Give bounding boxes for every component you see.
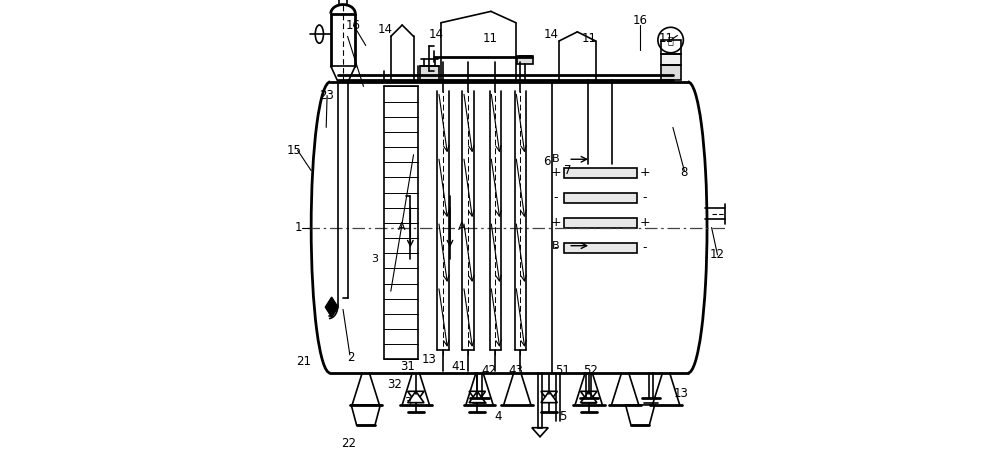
Text: A: A [458, 222, 465, 233]
Text: 31: 31 [401, 360, 416, 373]
Text: -: - [553, 192, 558, 204]
Polygon shape [626, 405, 655, 425]
Text: 16: 16 [633, 14, 648, 27]
Bar [564, 168, 637, 178]
Text: 5: 5 [559, 410, 566, 423]
Text: 52: 52 [583, 364, 598, 377]
Text: -: - [642, 242, 647, 254]
Bar [661, 54, 681, 65]
Text: +: + [639, 217, 650, 229]
Polygon shape [469, 391, 485, 403]
Text: 8: 8 [681, 167, 688, 179]
Text: 42: 42 [481, 364, 496, 377]
Polygon shape [541, 391, 557, 403]
Bar [564, 218, 637, 228]
Text: 11: 11 [659, 32, 674, 45]
Text: 51: 51 [555, 364, 570, 377]
Text: -: - [553, 242, 558, 254]
Bar [564, 193, 637, 203]
Text: +: + [550, 167, 561, 179]
Text: 14: 14 [378, 23, 393, 36]
Text: 6: 6 [543, 155, 550, 168]
Text: 2: 2 [347, 351, 355, 364]
Text: 32: 32 [387, 378, 402, 391]
Bar [517, 56, 533, 64]
Text: 11: 11 [581, 32, 596, 45]
Polygon shape [469, 391, 485, 403]
Text: 14: 14 [429, 28, 444, 40]
Text: 15: 15 [287, 144, 302, 157]
Text: 4: 4 [494, 410, 501, 423]
Ellipse shape [315, 25, 323, 43]
Text: -: - [642, 192, 647, 204]
Text: 12: 12 [710, 248, 725, 261]
Text: B: B [552, 154, 559, 164]
Text: 7: 7 [564, 164, 571, 177]
Text: 23: 23 [319, 89, 334, 102]
Text: 14: 14 [543, 28, 558, 40]
Bar [661, 65, 681, 80]
Polygon shape [325, 297, 338, 307]
Text: +: + [639, 167, 650, 179]
Text: 16: 16 [346, 19, 361, 31]
Text: +: + [550, 217, 561, 229]
Text: 11: 11 [482, 32, 497, 45]
Text: 3: 3 [404, 396, 412, 409]
Text: 41: 41 [452, 360, 467, 373]
Text: 1: 1 [295, 221, 303, 234]
Polygon shape [351, 405, 380, 425]
Bar [661, 40, 681, 54]
Polygon shape [581, 391, 597, 403]
Text: B: B [552, 241, 559, 251]
Text: 13: 13 [422, 353, 437, 366]
Text: ⓑ: ⓑ [668, 35, 674, 45]
Polygon shape [325, 307, 338, 317]
Text: 22: 22 [341, 437, 356, 450]
Bar [420, 66, 439, 80]
Bar [564, 243, 637, 253]
Polygon shape [581, 391, 597, 403]
Polygon shape [541, 391, 557, 403]
Text: 21: 21 [296, 355, 311, 368]
Text: 13: 13 [674, 387, 689, 400]
Text: A: A [397, 222, 405, 233]
Polygon shape [408, 391, 424, 403]
Text: 43: 43 [508, 364, 523, 377]
Text: 3: 3 [371, 254, 378, 264]
Polygon shape [408, 391, 424, 403]
Polygon shape [532, 428, 548, 437]
